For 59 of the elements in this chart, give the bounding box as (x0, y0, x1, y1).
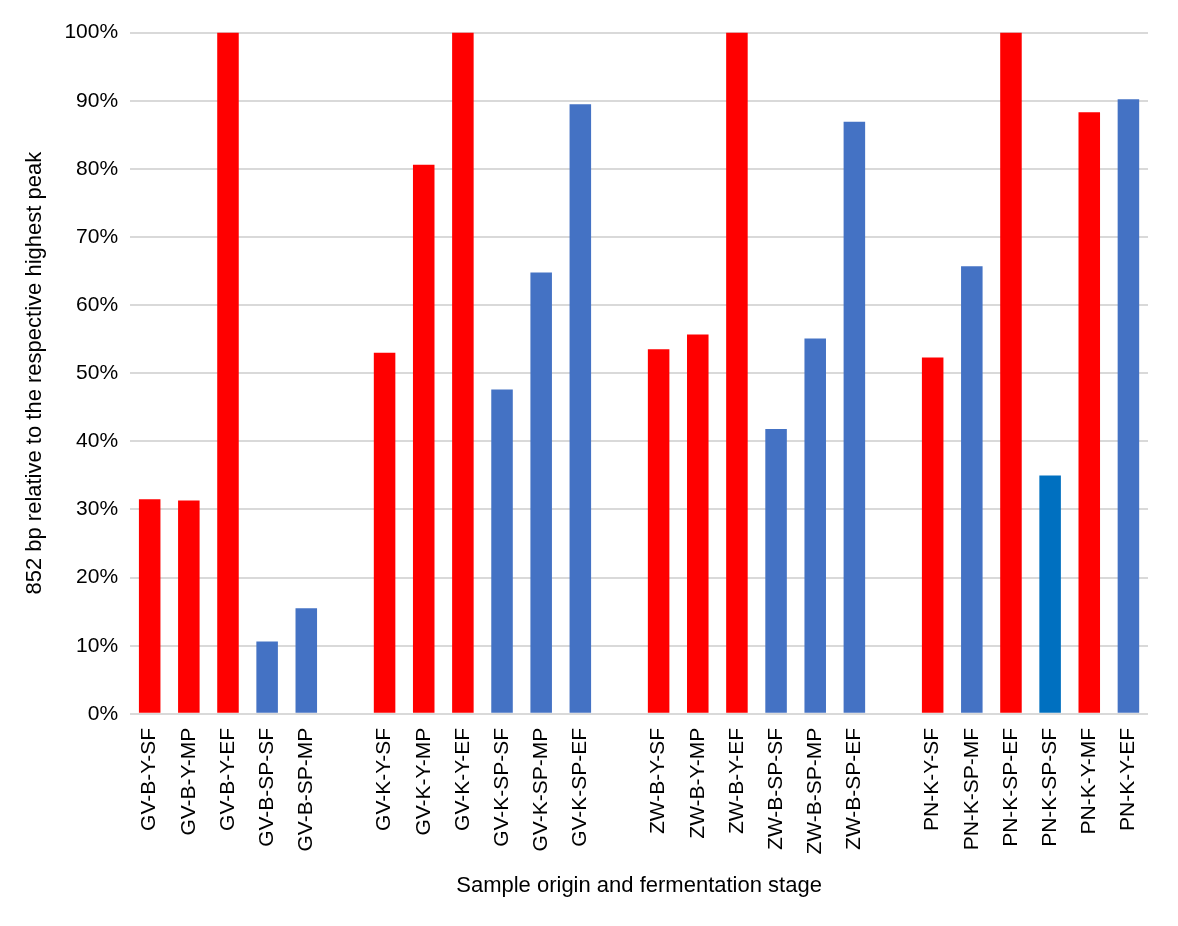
y-tick-label: 80% (76, 155, 119, 179)
bar (491, 389, 513, 713)
x-tick-label: GV-K-SP-SF (488, 727, 512, 847)
bar (804, 338, 826, 713)
bar (256, 641, 278, 713)
bar (961, 266, 983, 713)
bar (412, 164, 435, 713)
bar (1000, 32, 1022, 713)
x-tick-label: ZW-B-SP-SF (762, 727, 786, 850)
bar (1078, 112, 1101, 713)
y-tick-label: 10% (76, 632, 119, 656)
x-tick-label: PN-K-Y-EF (1115, 727, 1139, 831)
x-tick-label: ZW-B-Y-SF (645, 727, 669, 834)
x-tick-label: PN-K-SP-MF (958, 727, 982, 851)
y-axis-title: 852 bp relative to the respective highest peak (21, 150, 47, 595)
bar (1039, 475, 1061, 713)
bar (569, 104, 592, 713)
x-tick-label: ZW-B-SP-MP (802, 727, 826, 855)
x-tick-label: GV-K-Y-SF (371, 727, 395, 831)
bar (178, 500, 200, 713)
bar (138, 499, 161, 713)
y-tick-label: 70% (76, 223, 119, 247)
bar (647, 349, 670, 713)
bar (373, 352, 396, 713)
x-tick-label: PN-K-Y-SF (919, 727, 943, 831)
bar (687, 334, 709, 713)
bar (726, 32, 748, 713)
x-tick-label: GV-B-Y-SF (136, 727, 160, 831)
bar (843, 121, 866, 713)
x-tick-label: GV-K-Y-EF (449, 727, 473, 831)
bar (217, 32, 239, 713)
y-tick-label: 30% (76, 496, 119, 520)
x-tick-label: GV-B-SP-MP (293, 727, 317, 852)
x-tick-label: GV-K-Y-MP (410, 727, 434, 836)
x-axis-title: Sample origin and fermentation stage (456, 871, 822, 897)
y-tick-label: 0% (87, 700, 119, 724)
x-tick-label: ZW-B-SP-EF (841, 727, 865, 850)
y-tick-label: 90% (76, 87, 119, 111)
x-tick-label: GV-K-SP-MP (527, 727, 551, 852)
x-tick-label: GV-B-SP-SF (253, 727, 277, 847)
x-tick-label: PN-K-SP-EF (997, 727, 1021, 847)
x-tick-label: GV-B-Y-MP (175, 727, 199, 836)
x-tick-label: ZW-B-Y-EF (723, 727, 747, 834)
bar (452, 32, 474, 713)
y-tick-label: 60% (76, 291, 119, 315)
bar (1117, 99, 1140, 713)
bar (921, 357, 944, 713)
y-tick-label: 50% (76, 360, 119, 384)
y-tick-label: 20% (76, 564, 119, 588)
y-tick-label: 100% (64, 19, 119, 43)
x-tick-label: PN-K-SP-SF (1036, 727, 1060, 847)
bar (295, 608, 318, 713)
x-tick-label: PN-K-Y-MF (1076, 727, 1100, 835)
y-tick-label: 40% (76, 428, 119, 452)
x-tick-label: GV-K-SP-EF (567, 727, 591, 847)
bar (530, 272, 552, 713)
x-tick-label: ZW-B-Y-MP (684, 727, 708, 839)
bar (765, 429, 787, 713)
x-tick-label: GV-B-Y-EF (214, 727, 238, 831)
